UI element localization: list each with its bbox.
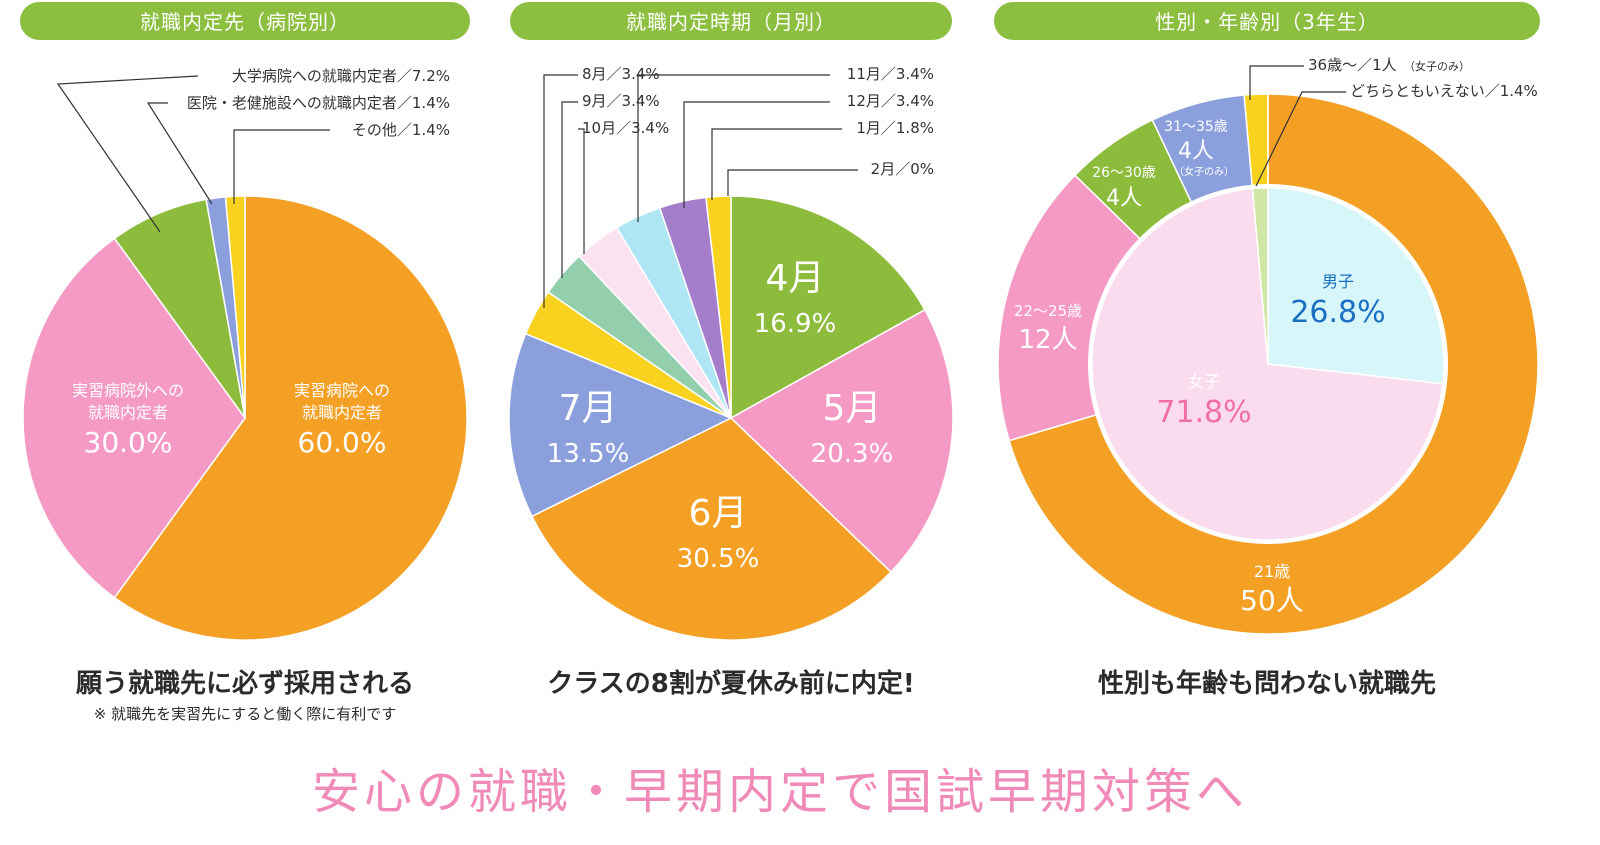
slice-4月 [730, 195, 926, 420]
slice-実習病院への就職内定者 [113, 195, 468, 641]
slice-label-line: 就職内定者 [88, 403, 168, 422]
slice-value: 30.5% [677, 544, 760, 574]
callout-line [711, 128, 842, 200]
slice-大学病院への就職内定者 [113, 198, 246, 419]
slice-label-line: 就職内定者 [302, 403, 382, 422]
outer-value: 4人 [1106, 186, 1142, 211]
slogan: 安心の就職・早期内定で国試早期対策へ [312, 764, 1248, 820]
chart-hospital: 実習病院への就職内定者60.0%実習病院外への就職内定者30.0%大学病院への就… [22, 67, 468, 641]
header-gender-age-title: 性別・年齢別（3年生） [1155, 10, 1379, 34]
callout-line [561, 101, 578, 278]
slice-value: 13.5% [547, 439, 630, 469]
outer-value: 4人 [1178, 139, 1214, 164]
callout-label: どちらともいえない／1.4% [1350, 82, 1538, 100]
callout-line [1255, 91, 1346, 187]
callout-label: 36歳〜／1人 [1308, 56, 1397, 74]
slice-1月 [705, 195, 732, 419]
slice-実習病院外への就職内定者 [22, 237, 246, 599]
header-timing: 就職内定時期（月別） [510, 2, 952, 40]
chart-gender-age: 男子 26.8% 女子 71.8% 21歳 50人 22〜25歳 12人 26〜30歳 4人 31〜… [997, 56, 1539, 635]
callout-line [146, 102, 213, 205]
slice-value: 60.0% [298, 426, 387, 459]
callout-line [683, 101, 830, 208]
callout-label: 8月／3.4% [582, 65, 660, 83]
callout-line [727, 169, 858, 196]
outer-label: 26〜30歳 [1092, 165, 1156, 181]
outer-label: 21歳 [1254, 562, 1290, 581]
inner-label: 男子 [1322, 272, 1354, 291]
inner-label: 女子 [1188, 372, 1220, 391]
header-gender-age: 性別・年齢別（3年生） [994, 2, 1540, 40]
callout-label: 医院・老健施設への就職内定者／1.4% [187, 94, 450, 112]
slice-month-label: 4月 [766, 258, 825, 299]
header-hospital: 就職内定先（病院別） [20, 2, 470, 40]
callout-label: 1月／1.8% [856, 119, 934, 137]
caption-hospital: 願う就職先に必ず採用される [76, 669, 414, 699]
callout-label: 大学病院への就職内定者／7.2% [232, 67, 450, 85]
callout-label: 9月／3.4% [582, 92, 660, 110]
header-gender-age-bar [994, 2, 1540, 40]
inner-value: 26.8% [1290, 295, 1385, 330]
inner-slice-どちらともいえない [1251, 187, 1269, 365]
slice-month-label: 5月 [823, 388, 882, 429]
slice-label-line: 実習病院外への [72, 381, 184, 400]
slice-label-line: 実習病院への [294, 381, 390, 400]
inner-slice-女子 [1091, 187, 1444, 541]
caption-gender-age: 性別も年齢も問わない就職先 [1098, 668, 1436, 699]
callout-line [233, 129, 330, 204]
slice-6月 [530, 417, 892, 641]
callout-line [578, 128, 585, 254]
callout-label: （女子のみ） [1404, 59, 1470, 73]
slice-5月 [729, 308, 954, 574]
slice-month-label: 6月 [689, 493, 748, 534]
outer-label: 22〜25歳 [1014, 302, 1082, 320]
inner-value: 71.8% [1156, 395, 1251, 430]
slice-value: 16.9% [754, 309, 837, 339]
note-hospital: ※ 就職先を実習先にすると働く際に有利です [94, 705, 397, 723]
callout-label: その他／1.4% [352, 121, 450, 139]
header-hospital-bar [20, 2, 470, 40]
chart-timing: 4月 16.9% 5月 20.3% 6月 30.5% 7月 13.5% 8月／3.4% 9月／3.… [508, 65, 954, 641]
callout-line [543, 74, 578, 308]
callout-line [56, 75, 199, 233]
header-timing-title: 就職内定時期（月別） [626, 10, 836, 34]
callout-line [1249, 65, 1304, 100]
slice-value: 20.3% [811, 439, 894, 469]
callout-label: 12月／3.4% [847, 92, 934, 110]
header-hospital-title: 就職内定先（病院別） [140, 10, 350, 34]
callout-label: 10月／3.4% [582, 119, 669, 137]
slice-その他 [224, 195, 246, 419]
callout-label: 2月／0% [871, 160, 934, 178]
outer-value: 12人 [1018, 325, 1077, 355]
slice-value: 30.0% [84, 426, 173, 459]
outer-value: 50人 [1240, 584, 1304, 617]
slice-month-label: 7月 [559, 388, 618, 429]
callout-label: 11月／3.4% [847, 65, 934, 83]
outer-note: （女子のみ） [1174, 165, 1234, 178]
caption-timing: クラスの8割が夏休み前に内定! [547, 668, 914, 699]
slice-7月 [508, 332, 733, 518]
inner-slice-男子 [1267, 187, 1445, 385]
header-timing-bar [510, 2, 952, 40]
callout-line [637, 74, 830, 222]
outer-label: 31〜35歳 [1164, 119, 1228, 135]
